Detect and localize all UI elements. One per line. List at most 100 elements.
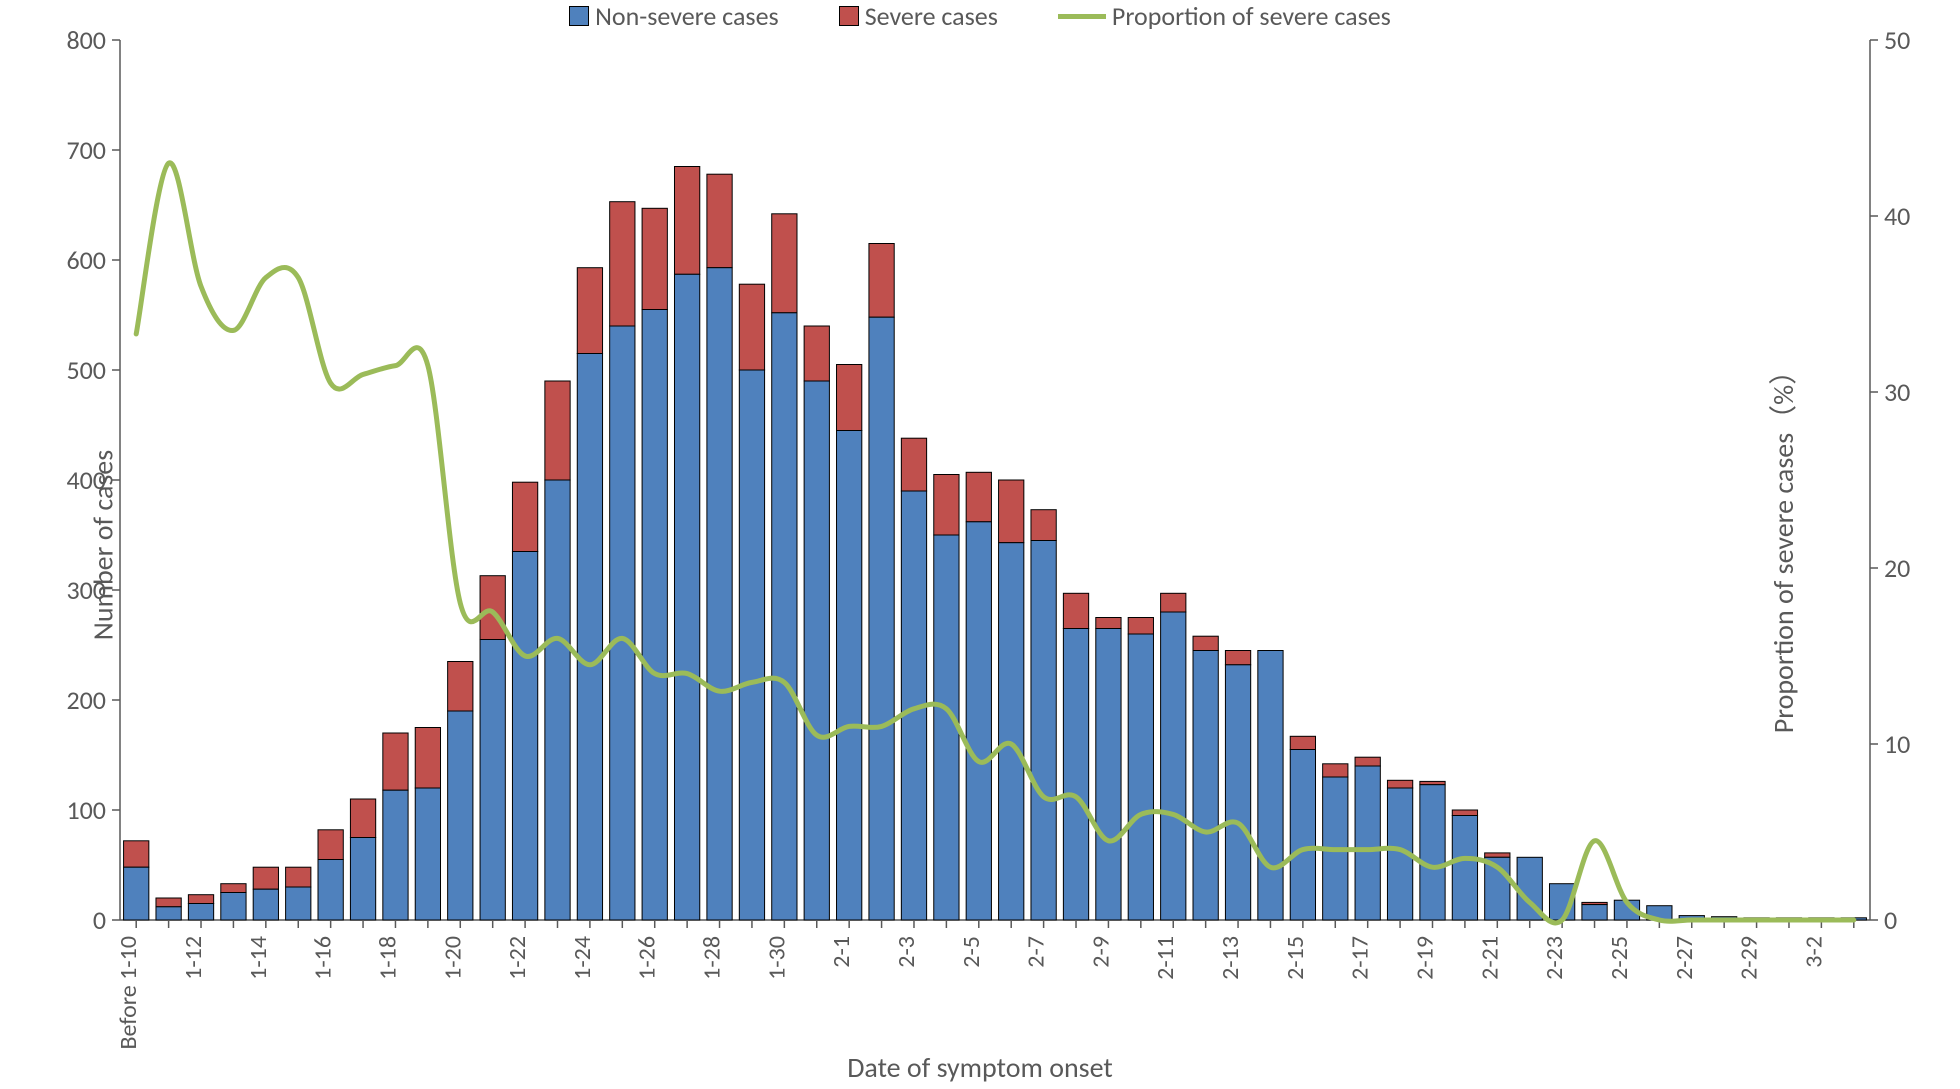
- bar-nonsevere: [1128, 634, 1153, 920]
- bar-nonsevere: [512, 552, 537, 921]
- bar-severe: [1355, 757, 1380, 766]
- x-tick-label: 2-15: [1281, 936, 1310, 980]
- bar-nonsevere: [1225, 665, 1250, 920]
- bar-severe: [1096, 618, 1121, 629]
- bar-severe: [1193, 636, 1218, 650]
- bar-nonsevere: [318, 860, 343, 921]
- bar-nonsevere: [1452, 816, 1477, 921]
- bar-severe: [188, 895, 213, 904]
- x-tick-label: 2-29: [1735, 936, 1764, 980]
- bar-nonsevere: [124, 867, 149, 920]
- bar-nonsevere: [1290, 750, 1315, 921]
- legend-label-proportion: Proportion of severe cases: [1112, 0, 1391, 32]
- bar-severe: [1225, 651, 1250, 665]
- bar-severe: [674, 167, 699, 275]
- bar-nonsevere: [480, 640, 505, 921]
- bar-nonsevere: [253, 889, 278, 920]
- bar-severe: [156, 898, 181, 907]
- bar-severe: [1387, 780, 1412, 788]
- legend-item-severe: Severe cases: [839, 0, 998, 32]
- y1-axis-label: Number of cases: [86, 449, 121, 639]
- legend-swatch-severe: [839, 6, 859, 26]
- bar-nonsevere: [934, 535, 959, 920]
- y2-tick-label: 10: [1884, 728, 1910, 760]
- bar-nonsevere: [448, 711, 473, 920]
- bar-severe: [286, 867, 311, 887]
- bar-severe: [124, 841, 149, 867]
- bar-nonsevere: [772, 313, 797, 920]
- x-tick-label: 2-25: [1605, 936, 1634, 980]
- bar-nonsevere: [1063, 629, 1088, 921]
- bar-nonsevere: [1031, 541, 1056, 921]
- x-tick-label: 2-21: [1475, 936, 1504, 980]
- bar-nonsevere: [1258, 651, 1283, 921]
- bar-nonsevere: [188, 904, 213, 921]
- bar-nonsevere: [286, 887, 311, 920]
- x-tick-label: 1-16: [309, 936, 338, 980]
- x-tick-label: 1-24: [568, 936, 597, 980]
- x-tick-label: 1-20: [438, 936, 467, 980]
- bar-severe: [577, 268, 602, 354]
- x-tick-label: 1-22: [503, 936, 532, 980]
- y1-tick-label: 100: [66, 794, 106, 826]
- bar-nonsevere: [1355, 766, 1380, 920]
- bar-severe: [318, 830, 343, 860]
- chart-svg: 010020030040050060070080001020304050Befo…: [0, 0, 1960, 1089]
- bar-nonsevere: [221, 893, 246, 921]
- bar-nonsevere: [837, 431, 862, 921]
- bar-severe: [739, 284, 764, 370]
- x-tick-label: 1-30: [762, 936, 791, 980]
- y1-tick-label: 500: [66, 354, 106, 386]
- bar-severe: [383, 733, 408, 790]
- bar-nonsevere: [415, 788, 440, 920]
- legend: Non-severe cases Severe cases Proportion…: [0, 0, 1960, 32]
- bar-severe: [1128, 618, 1153, 635]
- x-tick-label: 2-23: [1540, 936, 1569, 980]
- x-tick-label: 1-18: [373, 936, 402, 980]
- bar-nonsevere: [1420, 785, 1445, 920]
- bar-severe: [707, 174, 732, 268]
- x-tick-label: 1-14: [244, 936, 273, 980]
- bar-severe: [480, 576, 505, 640]
- y1-tick-label: 600: [66, 244, 106, 276]
- bar-severe: [966, 472, 991, 522]
- x-tick-label: 1-12: [179, 936, 208, 980]
- bar-severe: [512, 482, 537, 551]
- bar-severe: [1161, 593, 1186, 612]
- bar-severe: [642, 208, 667, 309]
- bar-severe: [869, 244, 894, 318]
- bar-severe: [350, 799, 375, 838]
- bar-severe: [804, 326, 829, 381]
- bar-severe: [415, 728, 440, 789]
- y2-tick-label: 0: [1884, 904, 1897, 936]
- legend-label-nonsevere: Non-severe cases: [595, 0, 779, 32]
- legend-swatch-line: [1058, 14, 1106, 19]
- bar-nonsevere: [999, 543, 1024, 920]
- bar-nonsevere: [1161, 612, 1186, 920]
- bar-nonsevere: [804, 381, 829, 920]
- legend-item-nonsevere: Non-severe cases: [569, 0, 779, 32]
- bar-severe: [1452, 810, 1477, 816]
- x-tick-label: 2-1: [827, 936, 856, 968]
- x-tick-label: 2-17: [1346, 936, 1375, 980]
- bar-nonsevere: [1193, 651, 1218, 921]
- bar-severe: [221, 884, 246, 893]
- x-axis-label: Date of symptom onset: [0, 1050, 1960, 1085]
- bar-nonsevere: [1582, 905, 1607, 920]
- bar-nonsevere: [350, 838, 375, 921]
- x-tick-label: 3-2: [1799, 936, 1828, 968]
- bar-severe: [1485, 853, 1510, 857]
- x-tick-label: 2-19: [1411, 936, 1440, 980]
- bar-nonsevere: [577, 354, 602, 921]
- x-tick-label: 2-7: [1022, 936, 1051, 968]
- bar-nonsevere: [156, 907, 181, 920]
- bar-nonsevere: [869, 317, 894, 920]
- bar-nonsevere: [383, 790, 408, 920]
- x-tick-label: 2-11: [1151, 936, 1180, 980]
- bar-severe: [772, 214, 797, 313]
- bar-severe: [610, 202, 635, 326]
- x-tick-label: 2-3: [892, 936, 921, 968]
- bar-severe: [1323, 764, 1348, 777]
- bar-severe: [1063, 593, 1088, 628]
- x-tick-label: 1-26: [633, 936, 662, 980]
